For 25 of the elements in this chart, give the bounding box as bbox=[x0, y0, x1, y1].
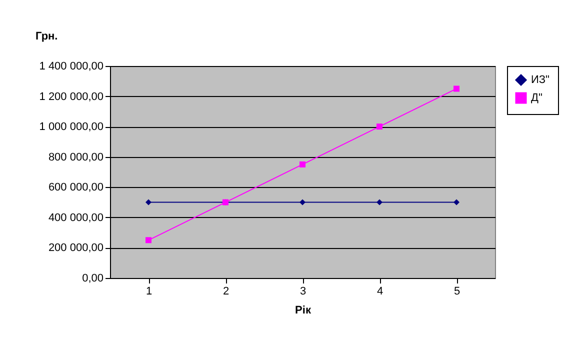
y-tick-label: 1 000 000,00 bbox=[39, 121, 104, 134]
y-tick-label: 600 000,00 bbox=[48, 182, 104, 194]
y-tick-label: 400 000,00 bbox=[48, 212, 104, 224]
x-tick-label: 3 bbox=[300, 286, 306, 298]
point bbox=[300, 161, 306, 168]
point bbox=[376, 199, 382, 206]
point bbox=[376, 124, 382, 130]
x-tick-label: 5 bbox=[454, 286, 460, 298]
point bbox=[146, 199, 152, 206]
y-tick-label: 1 400 000,00 bbox=[39, 60, 104, 72]
x-axis-title: Рік bbox=[295, 304, 312, 316]
y-axis-title: Грн. bbox=[36, 30, 58, 42]
y-tick-label: 1 200 000,00 bbox=[39, 90, 104, 103]
point bbox=[454, 199, 460, 206]
point bbox=[300, 199, 306, 206]
point bbox=[146, 237, 152, 244]
legend-label: Д" bbox=[531, 92, 542, 104]
point bbox=[454, 86, 460, 92]
y-tick-label: 800 000,00 bbox=[48, 151, 104, 164]
y-tick-label: 200 000,00 bbox=[48, 242, 104, 254]
legend-label: ИЗ" bbox=[531, 74, 550, 86]
y-tick-label: 0,00 bbox=[82, 272, 104, 284]
x-tick-label: 4 bbox=[376, 286, 384, 298]
x-tick-label: 2 bbox=[222, 286, 230, 298]
x-tick-label: 1 bbox=[146, 286, 152, 298]
